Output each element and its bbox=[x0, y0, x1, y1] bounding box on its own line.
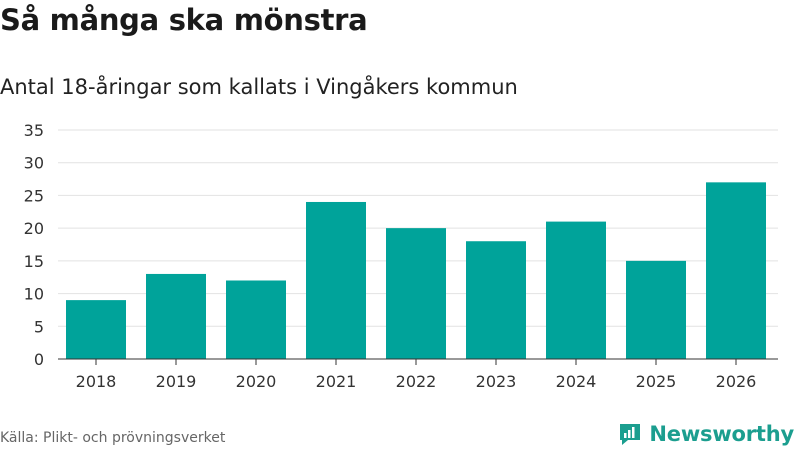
brand-logo[interactable]: Newsworthy bbox=[617, 420, 794, 448]
x-tick-label: 2025 bbox=[636, 372, 677, 391]
y-tick-label: 35 bbox=[24, 121, 44, 140]
y-axis-ticks: 0 5 10 15 20 25 30 35 bbox=[24, 121, 44, 369]
x-tick-label: 2019 bbox=[156, 372, 197, 391]
x-tick-label: 2023 bbox=[476, 372, 517, 391]
bar-2018 bbox=[66, 300, 126, 359]
bar-2019 bbox=[146, 273, 206, 359]
x-tick-label: 2024 bbox=[556, 372, 597, 391]
y-tick-label: 30 bbox=[24, 154, 44, 173]
x-tick-label: 2021 bbox=[316, 372, 357, 391]
brand-name: Newsworthy bbox=[649, 422, 794, 446]
y-tick-label: 10 bbox=[24, 285, 44, 304]
bar-2024 bbox=[546, 221, 606, 359]
x-tick-label: 2020 bbox=[236, 372, 277, 391]
x-axis: 2018 2019 2020 2021 2022 2023 2024 2025 2026 bbox=[58, 358, 778, 391]
y-tick-label: 15 bbox=[24, 252, 44, 271]
source-note: Källa: Plikt- och prövningsverket bbox=[0, 430, 226, 446]
bar-2025 bbox=[626, 260, 686, 359]
bar-2020 bbox=[226, 280, 286, 359]
bar-2022 bbox=[386, 228, 446, 359]
bar-2026 bbox=[706, 182, 766, 359]
x-tick-label: 2018 bbox=[76, 372, 117, 391]
x-tick-label: 2026 bbox=[716, 372, 757, 391]
chart-subtitle: Antal 18-åringar som kallats i Vingåkers… bbox=[0, 75, 518, 99]
chart-title: Så många ska mönstra bbox=[0, 3, 368, 37]
bar-2021 bbox=[306, 201, 366, 359]
bars bbox=[66, 182, 766, 359]
newsworthy-logo-icon bbox=[620, 424, 641, 445]
y-tick-label: 25 bbox=[24, 186, 44, 205]
y-tick-label: 20 bbox=[24, 219, 44, 238]
x-tick-label: 2022 bbox=[396, 372, 437, 391]
bar-2023 bbox=[466, 241, 526, 359]
y-tick-label: 5 bbox=[34, 317, 44, 336]
y-tick-label: 0 bbox=[34, 350, 44, 369]
